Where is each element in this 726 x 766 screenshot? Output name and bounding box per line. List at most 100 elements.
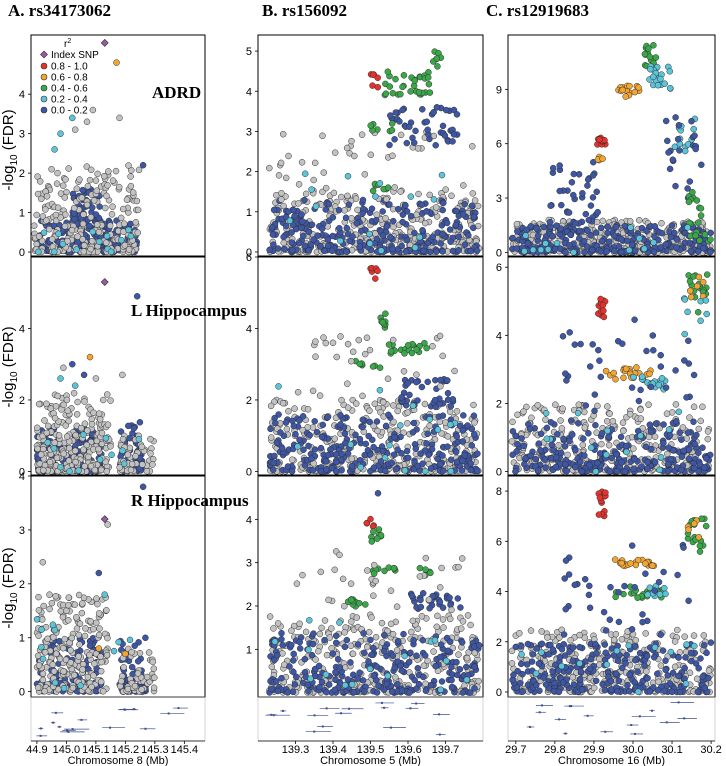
snp-point [51,414,59,422]
snp-point [405,658,413,666]
snp-point [110,647,118,655]
snp-point [282,174,290,182]
snp-point [90,197,98,204]
snp-point [617,433,625,441]
snp-point [134,658,142,665]
snp-point [513,220,521,228]
snp-point [149,658,157,666]
snp-point [401,467,409,474]
snp-point [51,679,59,686]
snp-point [102,239,110,246]
snp-point [387,620,395,628]
snp-point [407,649,414,657]
snp-point [372,193,379,200]
snp-point [342,439,349,447]
snp-point [382,214,389,222]
snp-point [296,417,303,424]
snp-point [107,397,114,404]
snp-point [638,373,646,381]
snp-point [373,663,381,670]
snp-point [646,421,654,428]
y-tick-label: 6 [496,139,502,151]
snp-point [79,220,87,228]
snp-point [626,82,633,90]
snp-point [290,650,297,658]
snp-point [79,660,87,668]
snp-point [298,159,306,166]
snp-point [269,231,277,238]
snp-point [95,631,103,639]
snp-point [376,180,384,187]
snp-point [651,233,658,240]
snp-point [139,483,147,491]
snp-point [131,642,138,650]
snp-point [103,468,111,475]
snp-point [46,605,53,613]
column-title-a: A. rs34173062 [8,1,111,20]
snp-point [582,402,590,409]
snp-point [589,194,597,201]
snp-point [455,651,462,658]
snp-point [439,122,447,130]
snp-point [274,687,282,695]
snp-point [344,192,351,200]
snp-point [660,439,667,447]
snp-point [128,663,136,671]
snp-point [104,421,112,428]
snp-point [294,443,301,450]
snp-point [69,360,76,368]
snp-point [49,661,57,668]
snp-point [343,636,351,644]
snp-point [84,673,92,681]
snp-point [453,433,461,440]
y-tick-label: 0 [496,467,502,479]
snp-point [124,685,132,693]
snp-point [125,422,132,430]
snp-point [399,106,406,114]
snp-point [608,454,616,462]
snp-point [417,450,424,457]
snp-point [589,172,597,179]
snp-point [379,318,386,326]
snp-point [57,130,64,137]
snp-point [121,242,129,249]
snp-point [76,176,83,183]
snp-point [46,225,53,233]
snp-point [695,449,702,456]
snp-point [365,658,372,665]
snp-point [266,613,274,620]
snp-point [51,146,58,153]
snp-point [623,442,630,450]
snp-point [120,460,128,467]
snp-point [549,232,556,240]
snp-point [698,161,705,169]
snp-point [543,435,551,442]
snp-point [127,232,135,240]
snp-point [463,663,470,671]
snp-point [422,680,429,688]
snp-point [598,440,605,448]
snp-point [390,418,397,426]
snp-point [373,211,380,218]
snp-point [99,688,107,695]
snp-point [584,176,592,183]
snp-point [103,232,111,240]
snp-point [342,214,350,222]
snp-point [391,433,398,441]
snp-point [447,467,455,475]
snp-point [593,188,600,196]
snp-point [127,173,134,180]
snp-point [650,347,657,354]
snp-point [80,431,87,438]
snp-point [566,242,573,249]
snp-point [359,392,366,400]
snp-point [321,636,328,644]
snp-point [707,236,714,243]
snp-point [274,652,281,659]
snp-point [467,247,474,255]
snp-point [465,232,472,239]
snp-point [467,466,475,474]
snp-point [474,450,481,457]
